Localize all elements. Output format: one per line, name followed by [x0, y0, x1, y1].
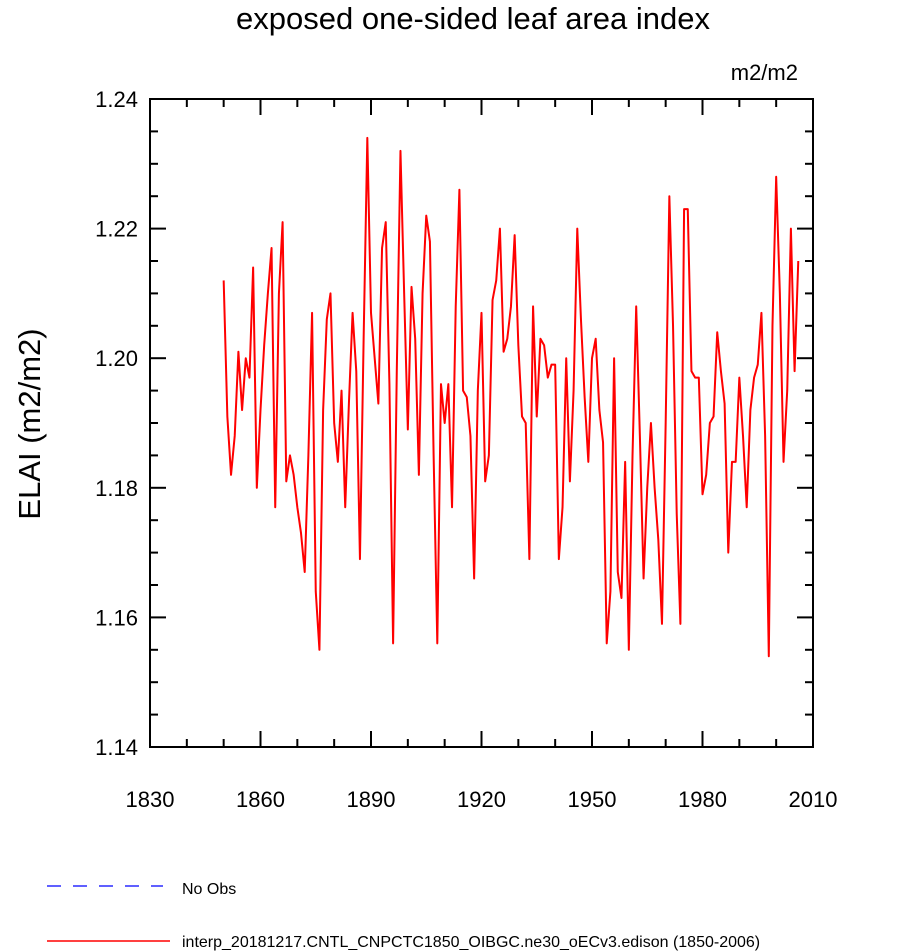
series-group	[222, 136, 800, 658]
series-line-1	[222, 136, 800, 658]
y-tick-label: 1.22	[95, 217, 138, 242]
legend: No Obs interp_20181217.CNTL_CNPCTC1850_O…	[47, 881, 760, 951]
x-axis: 1830 1860 1890 1920 1950 1980 2010	[126, 99, 838, 812]
x-tick-label: 1920	[457, 787, 506, 812]
y-tick-label: 1.24	[95, 87, 138, 112]
chart-title: exposed one-sided leaf area index	[236, 1, 710, 36]
x-tick-label: 1830	[126, 787, 175, 812]
x-tick-label: 1860	[236, 787, 285, 812]
y-axis: 1.14 1.16 1.18 1.20 1.22 1.24	[95, 87, 813, 760]
x-tick-label: 2010	[789, 787, 838, 812]
y-axis-label: ELAI (m2/m2)	[12, 328, 47, 519]
y-tick-label: 1.20	[95, 346, 138, 371]
y-tick-label: 1.16	[95, 605, 138, 630]
y-tick-label: 1.14	[95, 735, 138, 760]
legend-label-model: interp_20181217.CNTL_CNPCTC1850_OIBGC.ne…	[182, 934, 760, 951]
x-tick-label: 1890	[347, 787, 396, 812]
units-label: m2/m2	[731, 60, 798, 85]
legend-label-no-obs: No Obs	[182, 881, 236, 898]
x-tick-label: 1980	[678, 787, 727, 812]
y-tick-label: 1.18	[95, 476, 138, 501]
x-tick-label: 1950	[568, 787, 617, 812]
plot-frame	[149, 98, 814, 748]
